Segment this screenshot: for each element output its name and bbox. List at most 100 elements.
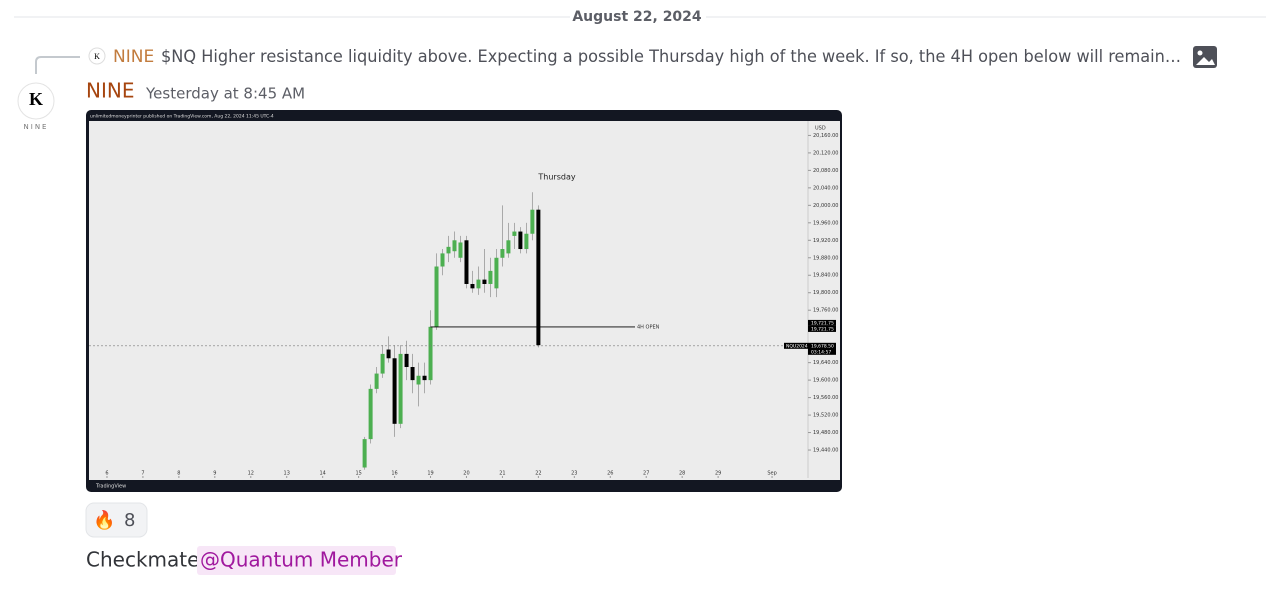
x-tick-label: 13 xyxy=(284,471,290,477)
x-tick-label: 28 xyxy=(679,471,685,477)
candle-body xyxy=(428,326,433,381)
candle-body xyxy=(506,240,511,254)
candle-body xyxy=(416,375,421,385)
candle-body xyxy=(512,231,517,236)
reply-avatar[interactable] xyxy=(88,47,106,65)
candle-body xyxy=(524,233,529,250)
y-tick-label: 19,480.00 xyxy=(813,430,838,436)
candle-body xyxy=(452,240,457,252)
avatar[interactable] xyxy=(17,82,55,120)
avatar-logo: K xyxy=(29,89,43,109)
x-tick-label: 20 xyxy=(463,471,469,477)
x-tick-label: 7 xyxy=(141,471,144,477)
y-tick-label: 19,560.00 xyxy=(813,395,838,401)
candle-body xyxy=(530,209,535,234)
x-tick-label: 12 xyxy=(248,471,254,477)
currency: USD xyxy=(815,126,826,132)
y-tick-label: 19,840.00 xyxy=(813,273,838,279)
timer: 03:14:57 xyxy=(811,349,831,355)
chart-brand: TradingView xyxy=(95,484,126,490)
x-tick-label: Sep xyxy=(767,471,776,477)
x-tick-label: 29 xyxy=(715,471,721,477)
candle-body xyxy=(368,388,373,440)
reply-avatar-logo: K xyxy=(94,52,100,61)
y-tick-label: 19,520.00 xyxy=(813,413,838,419)
x-tick-label: 6 xyxy=(105,471,108,477)
image-icon xyxy=(1193,46,1217,68)
x-tick-label: 15 xyxy=(355,471,361,477)
candle-body xyxy=(422,375,427,381)
last-price: 19,678.50 xyxy=(811,343,834,349)
candle-body xyxy=(488,270,493,284)
candle-body xyxy=(434,266,439,327)
level-price-box xyxy=(808,325,836,332)
x-tick-label: 9 xyxy=(213,471,216,477)
candle-body xyxy=(362,439,367,468)
last-price-box xyxy=(808,342,836,355)
y-tick-label: 19,600.00 xyxy=(813,378,838,384)
timestamp: Yesterday at 8:45 AM xyxy=(145,85,305,103)
candle-body xyxy=(536,209,541,346)
candle-body xyxy=(494,257,499,289)
candle-body xyxy=(470,283,475,289)
date-divider: August 22, 2024 xyxy=(572,9,702,25)
reaction-count: 8 xyxy=(124,510,135,531)
reaction[interactable]: 🔥 8 xyxy=(85,502,148,538)
y-tick-label: 20,160.00 xyxy=(813,133,838,139)
x-tick-label: 21 xyxy=(499,471,505,477)
message-text: Checkmate xyxy=(86,548,199,572)
reply-author[interactable]: NINE xyxy=(113,47,154,67)
symbol: NQU2024 xyxy=(786,343,808,349)
candle-body xyxy=(476,279,481,289)
y-tick-label: 19,760.00 xyxy=(813,308,838,314)
annotation: Thursday xyxy=(537,173,575,182)
candle-body xyxy=(410,367,415,381)
candle-body xyxy=(386,349,391,359)
chart-image[interactable]: unlimitedmoneyprinter published on Tradi… xyxy=(86,110,842,492)
y-tick-label: 19,440.00 xyxy=(813,448,838,454)
reply-connector xyxy=(35,56,80,74)
chart-header: unlimitedmoneyprinter published on Tradi… xyxy=(90,114,274,120)
x-tick-label: 26 xyxy=(607,471,613,477)
level-label: 4H OPEN xyxy=(637,324,660,330)
level-price-box xyxy=(808,319,836,326)
chart-background xyxy=(89,121,840,480)
avatar-caption: NINE xyxy=(24,123,49,131)
x-tick-label: 23 xyxy=(571,471,577,477)
mention-background[interactable] xyxy=(197,546,396,575)
x-tick-label: 22 xyxy=(535,471,541,477)
candle-body xyxy=(518,231,523,250)
level-price: 19,721.75 xyxy=(811,326,834,332)
y-tick-label: 19,640.00 xyxy=(813,360,838,366)
candle-body xyxy=(500,249,505,258)
candle-body xyxy=(398,353,403,424)
author[interactable]: NINE xyxy=(86,79,134,103)
y-tick-label: 20,120.00 xyxy=(813,150,838,156)
y-tick-label: 19,800.00 xyxy=(813,290,838,296)
y-tick-label: 20,080.00 xyxy=(813,168,838,174)
candle-body xyxy=(458,242,463,258)
y-tick-label: 19,880.00 xyxy=(813,255,838,261)
candle-body xyxy=(464,240,469,284)
x-tick-label: 8 xyxy=(177,471,180,477)
mention[interactable]: @Quantum Member xyxy=(200,548,403,572)
y-tick-label: 19,960.00 xyxy=(813,220,838,226)
candle-body xyxy=(482,279,487,284)
candle-body xyxy=(380,353,385,374)
y-tick-label: 20,000.00 xyxy=(813,203,838,209)
x-tick-label: 16 xyxy=(391,471,397,477)
candle-body xyxy=(404,353,409,368)
y-tick-label: 19,920.00 xyxy=(813,238,838,244)
candle-body xyxy=(392,358,397,424)
reaction-pill[interactable] xyxy=(85,502,148,538)
reply-content[interactable]: $NQ Higher resistance liquidity above. E… xyxy=(161,47,1181,67)
y-tick-label: 20,040.00 xyxy=(813,185,838,191)
x-tick-label: 14 xyxy=(319,471,325,477)
candle-body xyxy=(446,246,451,254)
x-tick-label: 19 xyxy=(427,471,433,477)
level-price: 19,721.75 xyxy=(811,320,834,326)
symbol-box xyxy=(784,342,808,349)
candle-body xyxy=(374,373,379,389)
reaction-emoji: 🔥 xyxy=(93,509,115,531)
